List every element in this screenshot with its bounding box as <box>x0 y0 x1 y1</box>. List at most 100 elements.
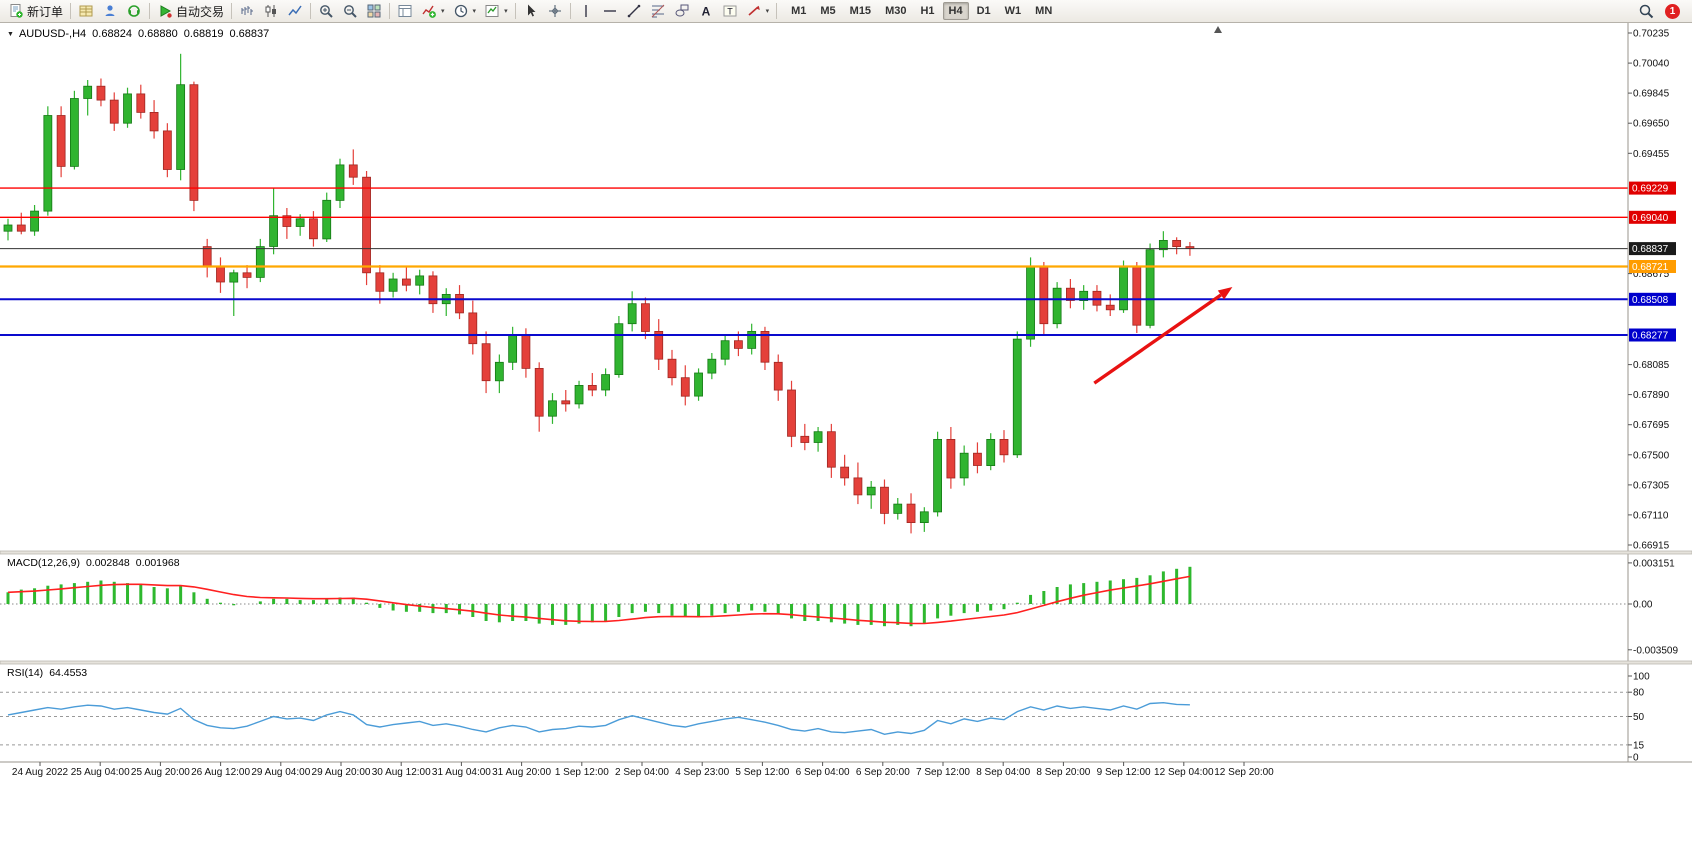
rsi-line <box>7 701 1190 736</box>
terminal-button[interactable] <box>122 1 146 22</box>
new-order-button[interactable]: 新订单 <box>4 1 67 22</box>
support-line-1-price-badge: 0.68508 <box>1629 292 1676 306</box>
high-value: 0.68880 <box>137 28 178 40</box>
timeframe-M15[interactable]: M15 <box>849 5 872 17</box>
tile-windows-icon <box>367 4 381 18</box>
price-tick-label: 0.67110 <box>1633 510 1669 521</box>
chart-candles-button[interactable] <box>259 1 283 22</box>
panel-separator[interactable] <box>0 550 1692 555</box>
dropdown-caret-icon: ▾ <box>504 8 508 15</box>
zoom-in-button[interactable] <box>314 1 338 22</box>
timeframe-M5[interactable]: M5 <box>820 5 836 17</box>
periods-button[interactable]: ▾ <box>449 1 481 22</box>
notification-badge[interactable]: 1 <box>1665 3 1680 19</box>
chart-bars-icon <box>241 6 254 15</box>
svg-text:0.68721: 0.68721 <box>1632 262 1669 273</box>
macd-indicator-label: MACD(12,26,9) 0.002848 0.001968 <box>7 557 180 569</box>
low-value: 0.68819 <box>183 28 224 40</box>
chart-title: ▼ AUDUSD-,H4 0.68824 0.68880 0.68819 0.68837 <box>7 28 275 40</box>
chart-menu-icon[interactable]: ▼ <box>7 31 14 38</box>
price-tick-label: 0.70235 <box>1633 29 1670 40</box>
fibonacci-button[interactable] <box>646 1 670 22</box>
chart-bars-button[interactable] <box>235 1 259 22</box>
time-tick-label: 4 Sep 23:00 <box>675 767 729 778</box>
time-tick-label: 30 Aug 12:00 <box>372 767 431 778</box>
toolbar-right: 1 <box>1634 1 1688 22</box>
market-watch-button[interactable] <box>74 1 98 22</box>
symbol-period-label: AUDUSD-,H4 <box>18 28 87 40</box>
timeframe-H4[interactable]: H4 <box>942 2 969 20</box>
dropdown-caret-icon: ▾ <box>765 8 770 15</box>
dropdown-caret-icon: ▾ <box>441 8 445 15</box>
trend-arrow-annotation[interactable] <box>1093 287 1233 385</box>
panel-separator[interactable] <box>0 660 1692 665</box>
terminal-icon <box>128 5 140 17</box>
cursor-button[interactable] <box>519 1 543 22</box>
open-value: 0.68824 <box>92 28 132 40</box>
timeframe-W1[interactable]: W1 <box>1004 5 1022 17</box>
timeframe-M30[interactable]: M30 <box>885 5 907 17</box>
rsi-axis-label: 15 <box>1633 740 1645 751</box>
chart-shift-marker-icon[interactable] <box>1214 26 1222 33</box>
chart-line-button[interactable] <box>283 1 307 22</box>
shapes-icon <box>675 4 689 17</box>
price-tick-label: 0.70040 <box>1633 59 1670 70</box>
macd-signal-line <box>7 575 1191 625</box>
search-button[interactable] <box>1634 1 1658 22</box>
text-label-button[interactable]: T <box>718 1 742 22</box>
trendline-icon <box>627 4 640 18</box>
resistance-line-2-price-badge: 0.69040 <box>1629 210 1676 224</box>
horizontal-line-button[interactable] <box>598 1 622 22</box>
time-tick-label: 9 Sep 12:00 <box>1097 767 1151 778</box>
arrows-button[interactable]: ▾ <box>742 1 774 22</box>
macd-main-value: 0.002848 <box>85 557 130 569</box>
price-tick-label: 0.67305 <box>1633 480 1670 491</box>
macd-panel[interactable]: 0.003151 0.00 -0.003509 <box>0 550 1692 656</box>
zoom-in-icon <box>320 5 333 18</box>
pivot-line-price-badge: 0.68721 <box>1629 260 1676 273</box>
cursor-icon <box>527 4 536 17</box>
timeframe-D1[interactable]: D1 <box>976 5 991 17</box>
time-tick-label: 26 Aug 12:00 <box>191 767 250 778</box>
rsi-axis-label: 0 <box>1633 753 1639 764</box>
svg-text:0.69040: 0.69040 <box>1632 213 1669 224</box>
horizontal-line-icon <box>603 10 616 12</box>
indicators-button[interactable]: ▾ <box>417 1 449 22</box>
trendline-button[interactable] <box>622 1 646 22</box>
templates-button[interactable]: ▾ <box>480 1 512 22</box>
shapes-button[interactable] <box>670 1 694 22</box>
new-order-label: 新订单 <box>27 4 64 19</box>
vertical-line-button[interactable] <box>574 1 598 22</box>
zoom-out-button[interactable] <box>338 1 362 22</box>
timeframe-MN[interactable]: MN <box>1035 5 1053 17</box>
timeframe-H1[interactable]: H1 <box>920 5 935 17</box>
time-tick-label: 8 Sep 04:00 <box>976 767 1030 778</box>
time-tick-label: 31 Aug 20:00 <box>492 767 551 778</box>
text-button[interactable]: A <box>694 1 718 22</box>
macd-axis-label: -0.003509 <box>1633 645 1678 656</box>
tile-windows-button[interactable] <box>362 1 386 22</box>
timeframe-bar: M1 M5 M15 M30 H1 H4 D1 W1 MN <box>784 2 1059 20</box>
close-value: 0.68837 <box>229 28 270 40</box>
time-tick-label: 29 Aug 20:00 <box>312 767 371 778</box>
macd-axis-label: 0.003151 <box>1633 558 1675 569</box>
svg-text:A: A <box>701 5 710 19</box>
autotrading-icon <box>160 5 172 18</box>
rsi-panel[interactable]: 100 80 50 15 0 <box>0 660 1692 764</box>
toolbar-groups: 新订单 自动交易 ▾ ▾ ▾ A T ▾ M1 M5 M15 M30 H1 H4 D1 W1 MN <box>4 1 1059 22</box>
crosshair-button[interactable] <box>543 1 567 22</box>
price-tick-label: 0.69650 <box>1633 119 1670 130</box>
svg-text:0.68508: 0.68508 <box>1632 295 1669 306</box>
time-axis[interactable]: 24 Aug 2022 25 Aug 04:00 25 Aug 20:00 26 Au… <box>0 761 1692 778</box>
candles-layer <box>3 53 1195 534</box>
price-axis[interactable]: 0.70235 0.70040 0.69845 0.69650 0.69455 0.686… <box>1627 23 1676 762</box>
time-tick-label: 2 Sep 04:00 <box>615 767 669 778</box>
periods-icon <box>454 4 467 18</box>
arrange-charts-button[interactable] <box>393 1 417 22</box>
level-lines-layer <box>0 187 1628 336</box>
autotrading-button[interactable]: 自动交易 <box>153 1 228 22</box>
navigator-button[interactable] <box>98 1 122 22</box>
indicators-icon <box>422 5 436 18</box>
timeframe-M1[interactable]: M1 <box>791 5 807 17</box>
